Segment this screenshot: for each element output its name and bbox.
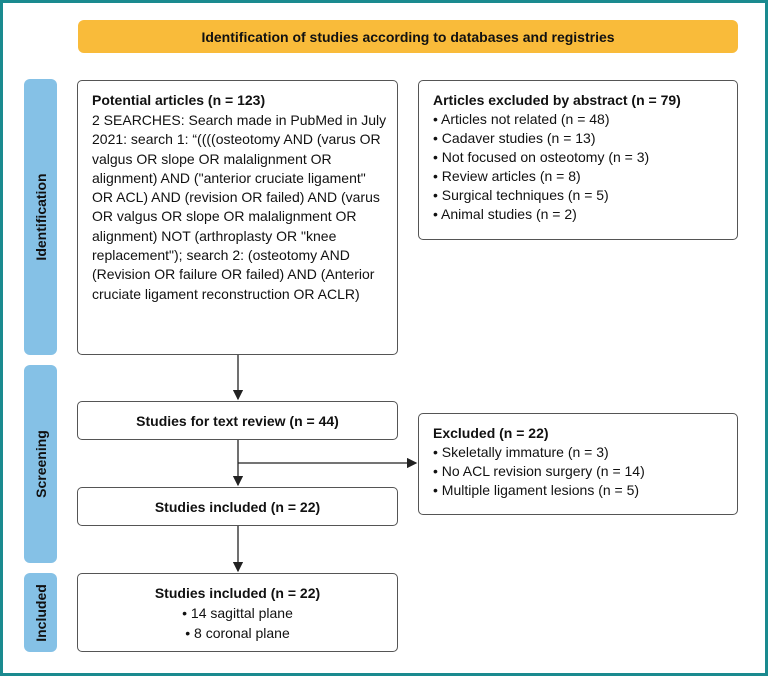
item-text: 14 sagittal plane — [190, 604, 293, 621]
list-item: Animal studies (n = 2) — [433, 205, 727, 224]
header-title: Identification of studies according to d… — [201, 28, 615, 45]
box-title: Articles excluded by abstract (n = 79) — [433, 92, 681, 108]
box-title: Potential articles (n = 123) — [92, 92, 266, 108]
search-description: 2 SEARCHES: Search made in PubMed in Jul… — [92, 112, 387, 302]
phase-identification: Identification — [24, 79, 57, 355]
studies-included-box: Studies included (n = 22) — [77, 487, 398, 526]
excluded-by-abstract-box: Articles excluded by abstract (n = 79) A… — [418, 80, 738, 240]
box-title: Studies for text review (n = 44) — [136, 412, 339, 429]
list-item: No ACL revision surgery (n = 14) — [433, 462, 727, 481]
list-item: Articles not related (n = 48) — [433, 110, 727, 129]
phase-included: Included — [24, 573, 57, 652]
list-item: Surgical techniques (n = 5) — [433, 186, 727, 205]
final-included-box: Studies included (n = 22) • 14 sagittal … — [77, 573, 398, 652]
box-title: Excluded (n = 22) — [433, 425, 549, 441]
list-item: Cadaver studies (n = 13) — [433, 129, 727, 148]
list-item-sagittal: • 14 sagittal plane — [182, 604, 293, 621]
list-item-coronal: • 8 coronal plane — [185, 624, 290, 641]
box-title: Studies included (n = 22) — [154, 584, 321, 601]
header-banner: Identification of studies according to d… — [78, 20, 738, 53]
text-review-box: Studies for text review (n = 44) — [77, 401, 398, 440]
list-item: Review articles (n = 8) — [433, 167, 727, 186]
item-text: 8 coronal plane — [194, 624, 290, 641]
phase-screening: Screening — [24, 365, 57, 563]
box-title: Studies included (n = 22) — [154, 498, 321, 515]
list-item: Skeletally immature (n = 3) — [433, 443, 727, 462]
list-item: Multiple ligament lesions (n = 5) — [433, 481, 727, 500]
list-item: Not focused on osteotomy (n = 3) — [433, 148, 727, 167]
excluded-box: Excluded (n = 22) Skeletally immature (n… — [418, 413, 738, 515]
potential-articles-box: Potential articles (n = 123) 2 SEARCHES:… — [77, 80, 398, 355]
